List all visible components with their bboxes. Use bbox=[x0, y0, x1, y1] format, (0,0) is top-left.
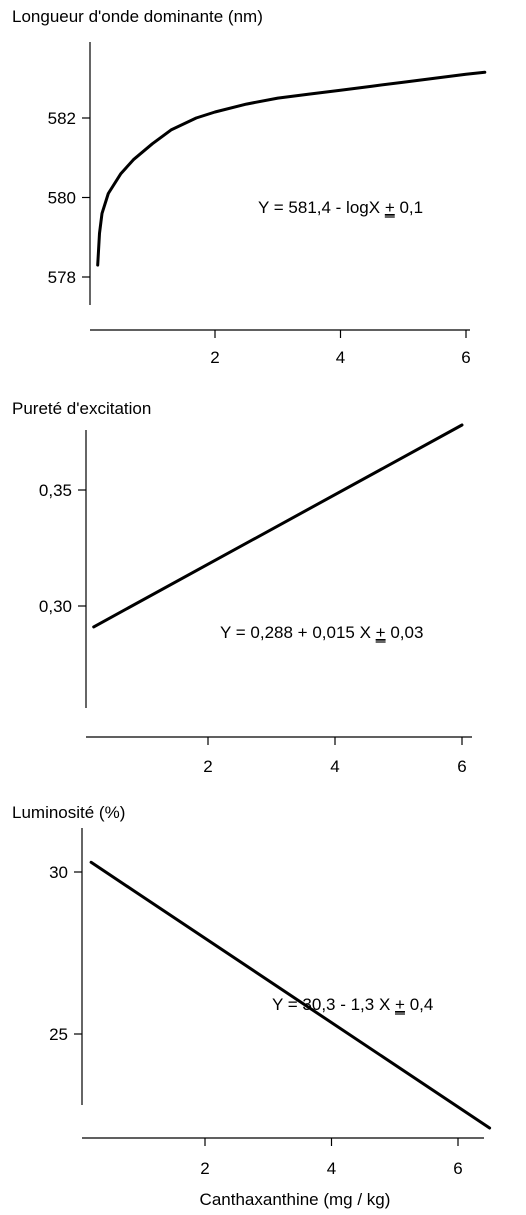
y-tick-label: 0,35 bbox=[39, 481, 72, 500]
equation-annotation: Y = 0,288 + 0,015 X + 0,03 bbox=[220, 623, 423, 642]
chart-panel-1: Longueur d'onde dominante (nm) 578 580 582 2… bbox=[12, 7, 487, 367]
x-tick-label: 4 bbox=[330, 757, 339, 776]
x-tick-label: 6 bbox=[457, 757, 466, 776]
x-tick-label: 2 bbox=[203, 757, 212, 776]
chart-title: Pureté d'excitation bbox=[12, 399, 151, 418]
x-tick-label: 2 bbox=[210, 348, 219, 367]
chart-title: Luminosité (%) bbox=[12, 803, 125, 822]
y-tick-label: 578 bbox=[48, 268, 76, 287]
equation-annotation: Y = 30,3 - 1,3 X + 0,4 bbox=[272, 995, 433, 1014]
x-tick-label: 6 bbox=[461, 348, 470, 367]
chart-panel-3: Luminosité (%) 25 30 2 4 6 Y = 30,3 - 1,3 X + … bbox=[12, 803, 492, 1209]
equation-main: Y = 30,3 - 1,3 X bbox=[272, 995, 395, 1014]
equation-plus-minus: + bbox=[376, 623, 386, 642]
equation-plus-minus: + bbox=[395, 995, 405, 1014]
y-tick-label: 25 bbox=[49, 1025, 68, 1044]
y-tick-label: 30 bbox=[49, 863, 68, 882]
series-line-1 bbox=[96, 70, 487, 267]
series-line-1 bbox=[92, 423, 464, 629]
chart-panel-2: Pureté d'excitation 0,30 0,35 2 4 6 Y = 0,288 … bbox=[12, 399, 472, 776]
equation-error: 0,03 bbox=[386, 623, 424, 642]
equation-main: Y = 581,4 - logX bbox=[258, 198, 385, 217]
equation-error: 0,4 bbox=[405, 995, 433, 1014]
x-tick-label: 4 bbox=[336, 348, 345, 367]
x-axis-label: Canthaxanthine (mg / kg) bbox=[200, 1190, 391, 1209]
equation-error: 0,1 bbox=[395, 198, 423, 217]
x-tick-label: 2 bbox=[200, 1159, 209, 1178]
y-tick-label: 582 bbox=[48, 109, 76, 128]
chart-title: Longueur d'onde dominante (nm) bbox=[12, 7, 263, 26]
y-tick-label: 580 bbox=[48, 189, 76, 208]
y-tick-label: 0,30 bbox=[39, 597, 72, 616]
x-tick-label: 6 bbox=[453, 1159, 462, 1178]
x-tick-label: 4 bbox=[327, 1159, 336, 1178]
series-line-1 bbox=[89, 860, 492, 1130]
equation-main: Y = 0,288 + 0,015 X bbox=[220, 623, 376, 642]
equation-plus-minus: + bbox=[385, 198, 395, 217]
equation-annotation: Y = 581,4 - logX + 0,1 bbox=[258, 198, 423, 217]
